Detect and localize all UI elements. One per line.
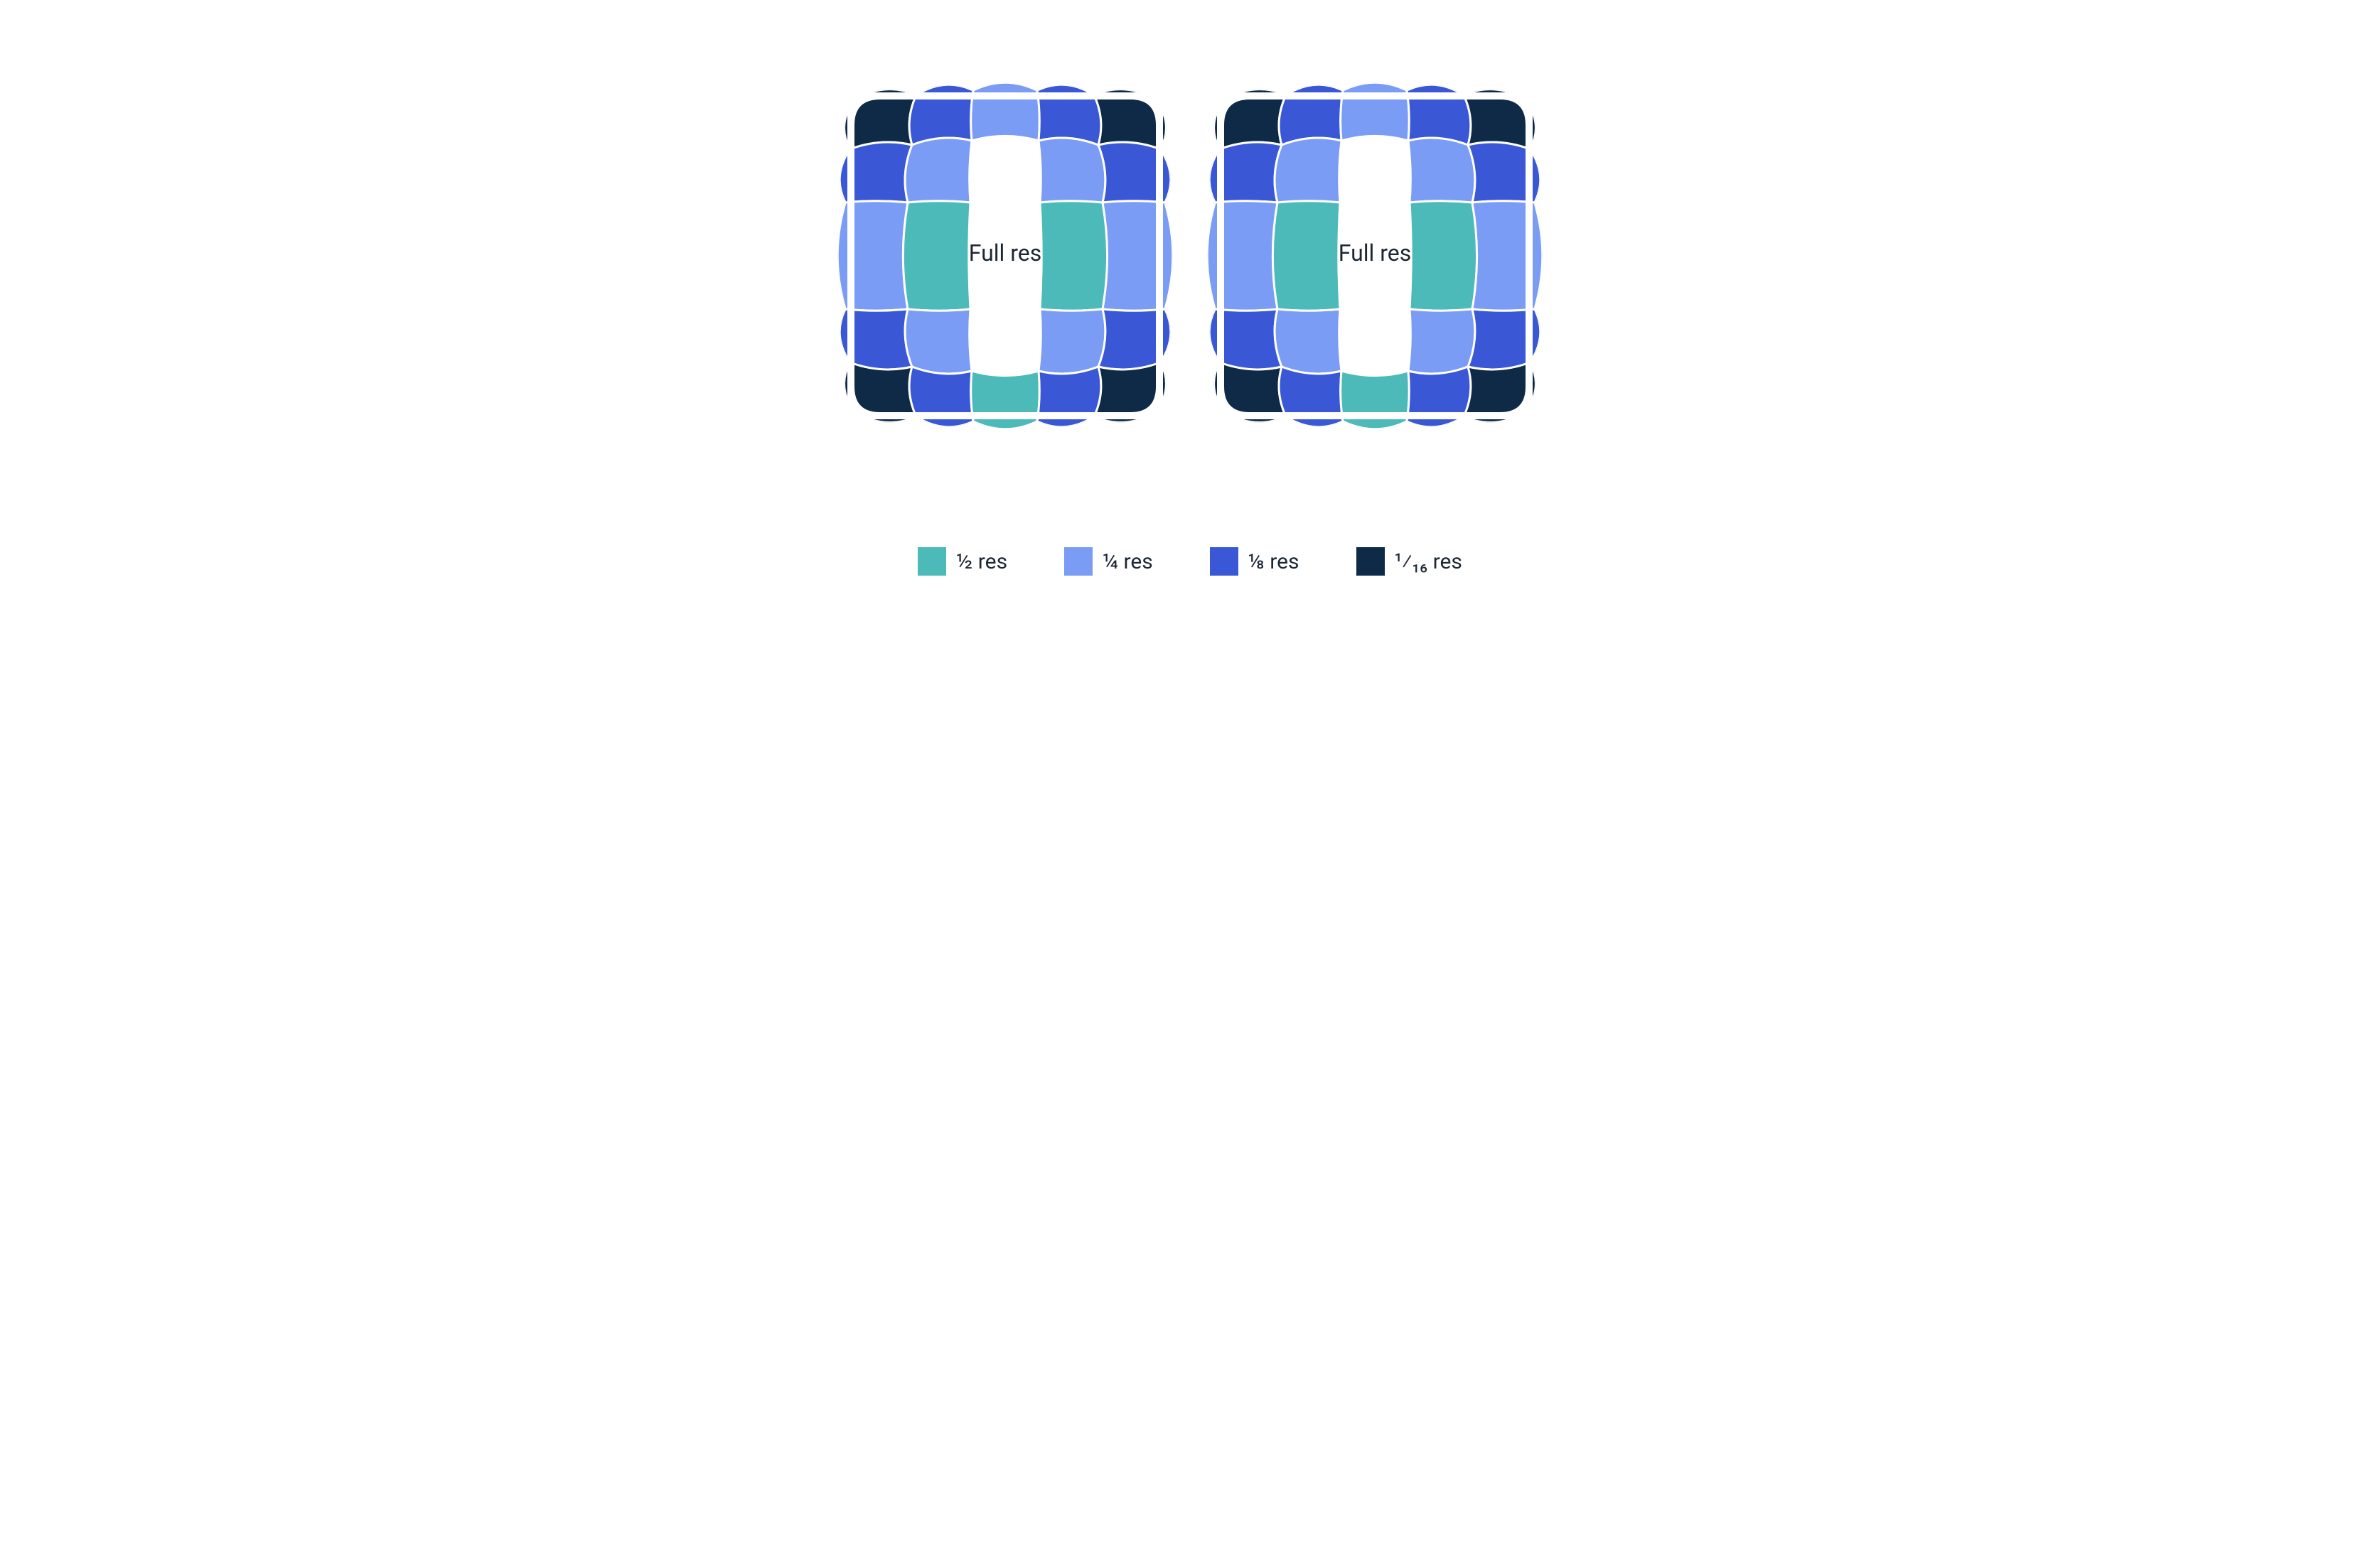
tile-half (1341, 371, 1410, 429)
tile-half (1410, 201, 1477, 311)
tile-half (1040, 201, 1108, 311)
tile-quarter (1408, 309, 1475, 374)
tile-quarter (1408, 138, 1475, 203)
tile-quarter (905, 309, 972, 374)
tile-half (903, 201, 970, 311)
tile-half (1272, 201, 1340, 311)
tile-quarter (1039, 138, 1105, 203)
legend-swatch-quarter (1064, 547, 1093, 576)
legend-swatch-sixteenth (1356, 547, 1385, 576)
left-eye: Full res (835, 71, 1176, 441)
legend-swatch-eighth (1210, 547, 1238, 576)
legend-item-sixteenth: ¹⁄₁₆ res (1356, 547, 1462, 576)
tile-quarter (1039, 309, 1105, 374)
legend-label-half: ½ res (956, 549, 1007, 574)
tile-quarter (1275, 138, 1341, 203)
legend-label-sixteenth: ¹⁄₁₆ res (1395, 549, 1462, 574)
tile-quarter (1341, 82, 1410, 141)
legend-item-quarter: ¼ res (1064, 547, 1153, 576)
legend-item-half: ½ res (918, 547, 1007, 576)
tile-quarter (1275, 309, 1341, 374)
tile-half (971, 371, 1040, 429)
legend-item-eighth: ⅛ res (1210, 547, 1299, 576)
eyes-row: Full res Full res (692, 71, 1688, 441)
tile-quarter (905, 138, 972, 203)
diagram-canvas: Full res Full res ½ res ¼ res ⅛ res ¹⁄₁₆… (692, 0, 1688, 654)
legend-label-eighth: ⅛ res (1248, 549, 1299, 574)
legend-swatch-half (918, 547, 946, 576)
center-label-left: Full res (969, 239, 1042, 266)
tile-quarter (971, 82, 1040, 141)
right-eye: Full res (1204, 71, 1545, 441)
center-label-right: Full res (1339, 239, 1412, 266)
legend: ½ res ¼ res ⅛ res ¹⁄₁₆ res (692, 547, 1688, 576)
legend-label-quarter: ¼ res (1103, 549, 1153, 574)
